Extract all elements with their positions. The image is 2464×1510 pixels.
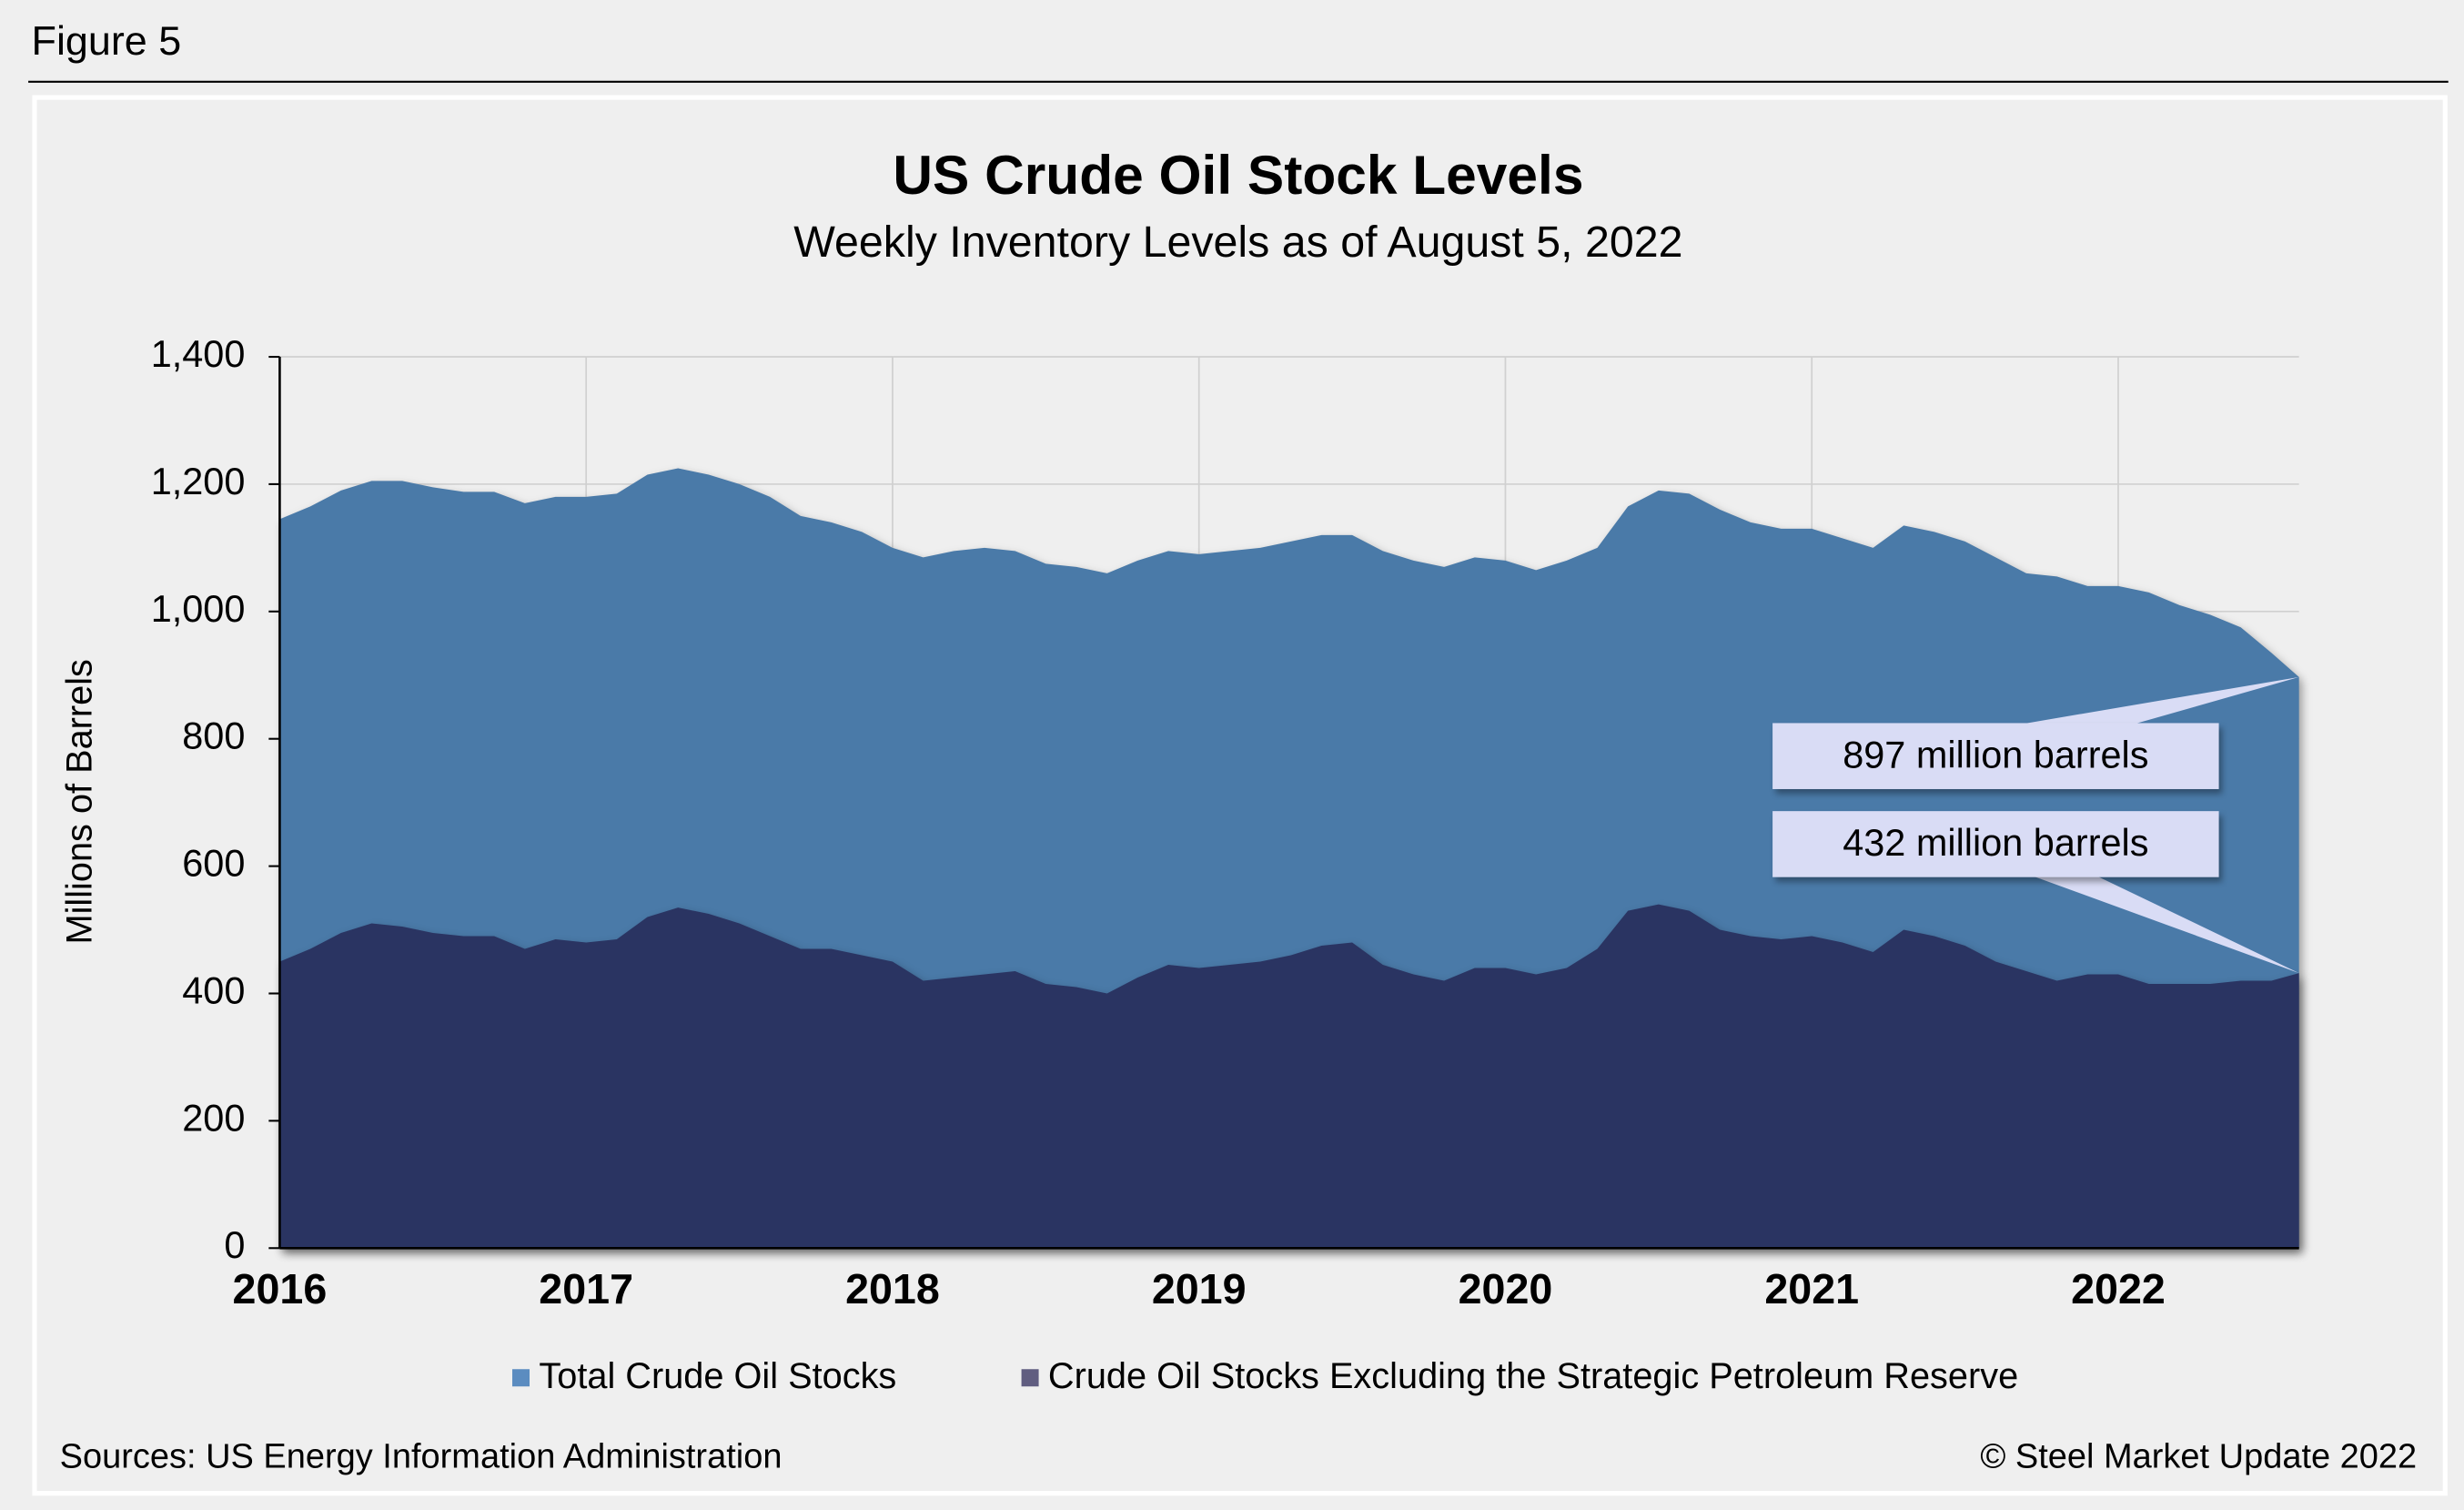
area [279,904,2299,1249]
figure-label: Figure 5 [32,17,182,64]
plot-area [279,468,2299,1249]
x-tick-label: 2022 [2071,1265,2166,1312]
y-tick-label: 1,000 [151,587,246,630]
y-tick-label: 800 [182,714,245,757]
y-tick-label: 400 [182,968,245,1011]
chart-title: US Crude Oil Stock Levels [893,144,1583,206]
y-tick-label: 1,200 [151,460,246,502]
y-tick-label: 600 [182,842,245,885]
y-tick-label: 0 [224,1223,245,1266]
x-tick-label: 2017 [539,1265,633,1312]
x-tick-label: 2021 [1764,1265,1859,1312]
y-tick-label: 1,400 [151,332,246,375]
overlay: 0 200 400 600 800 1,000 1,200 1,400 2016 2017 2018… [151,332,2299,1396]
annotation: 432 million barrels [1843,821,2148,864]
x-tick-label: 2018 [845,1265,940,1312]
legend-label: Total Crude Oil Stocks [539,1356,896,1396]
legend-swatch [1021,1369,1039,1387]
chart-subtitle: Weekly Inventory Levels as of August 5, … [793,218,1682,267]
callout-box [1772,723,2219,789]
x-tick-label: 2019 [1152,1265,1247,1312]
callout-box [1772,811,2219,877]
copyright: © Steel Market Update 2022 [1980,1438,2417,1476]
annotation: 897 million barrels [1843,733,2148,775]
y-axis-label: Millions of Barrels [59,659,99,944]
source-note: Sources: US Energy Information Administr… [60,1438,783,1476]
y-tick-label: 200 [182,1096,245,1139]
x-tick-label: 2016 [233,1265,328,1312]
legend-swatch [512,1369,530,1387]
x-tick-label: 2020 [1459,1265,1553,1312]
legend-label: Crude Oil Stocks Excluding the Strategic… [1048,1356,2018,1396]
